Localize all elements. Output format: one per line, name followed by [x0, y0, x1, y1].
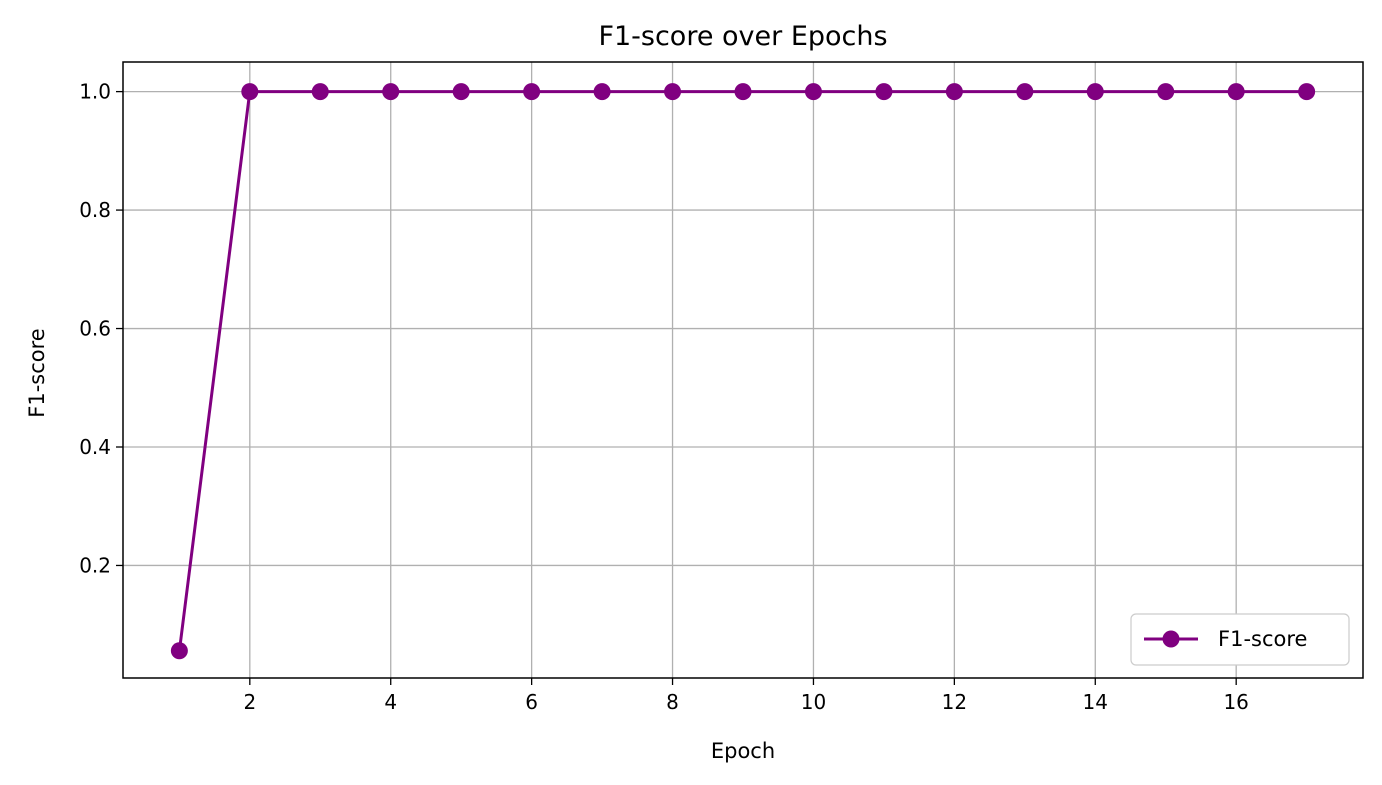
y-tick-label: 0.2: [79, 553, 111, 577]
y-axis-label: F1-score: [25, 328, 49, 417]
x-tick-label: 12: [942, 690, 967, 714]
x-tick-label: 6: [525, 690, 538, 714]
y-tick-label: 0.8: [79, 198, 111, 222]
x-axis-label: Epoch: [711, 739, 775, 763]
data-point: [875, 83, 893, 101]
data-point: [1298, 83, 1316, 101]
data-point: [1016, 83, 1034, 101]
data-point: [452, 83, 470, 101]
data-point: [1086, 83, 1104, 101]
grid: [123, 62, 1363, 678]
chart-title: F1-score over Epochs: [598, 21, 887, 52]
x-tick-label: 2: [243, 690, 256, 714]
x-tick-label: 16: [1223, 690, 1248, 714]
x-tick-label: 14: [1083, 690, 1108, 714]
y-axis-ticks: 0.2 0.4 0.6 0.8 1.0: [79, 80, 123, 577]
data-point: [170, 642, 188, 660]
data-point: [382, 83, 400, 101]
y-tick-label: 1.0: [79, 80, 111, 104]
data-point: [945, 83, 963, 101]
data-point: [1157, 83, 1175, 101]
y-tick-label: 0.4: [79, 435, 111, 459]
legend: F1-score: [1130, 613, 1350, 666]
series-line: [177, 90, 1307, 651]
data-point: [241, 83, 259, 101]
data-point: [734, 83, 752, 101]
x-axis-ticks: 2 4 6 8 10 12 14 16: [243, 678, 1249, 714]
data-point: [523, 83, 541, 101]
legend-label: F1-score: [1218, 627, 1307, 651]
plot-frame: [122, 61, 1364, 679]
legend-box: [1130, 613, 1350, 666]
x-tick-label: 10: [801, 690, 826, 714]
data-point: [664, 83, 682, 101]
x-tick-label: 4: [384, 690, 397, 714]
legend-marker: [1162, 630, 1180, 648]
data-point: [804, 83, 822, 101]
data-point: [1227, 83, 1245, 101]
data-point: [593, 83, 611, 101]
series-layer: [170, 83, 1316, 660]
x-tick-label: 8: [666, 690, 679, 714]
y-tick-label: 0.6: [79, 317, 111, 341]
data-point: [311, 83, 329, 101]
